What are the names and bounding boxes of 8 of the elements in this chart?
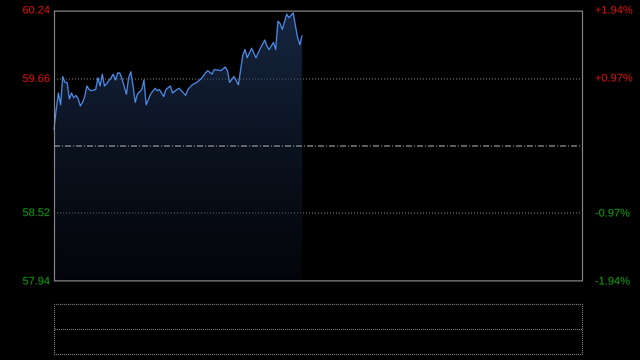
y2-tick-label: +1.94% (595, 4, 633, 17)
y-tick-label: 58.52 (22, 207, 50, 220)
y-tick-label: 59.66 (22, 72, 50, 85)
y2-tick-label: -0.97% (595, 208, 630, 220)
y-tick-label: 60.24 (22, 4, 50, 17)
y2-tick-label: -1.94% (595, 275, 630, 288)
y2-tick-label: +0.97% (595, 72, 633, 84)
y-tick-label: 57.94 (22, 275, 50, 288)
